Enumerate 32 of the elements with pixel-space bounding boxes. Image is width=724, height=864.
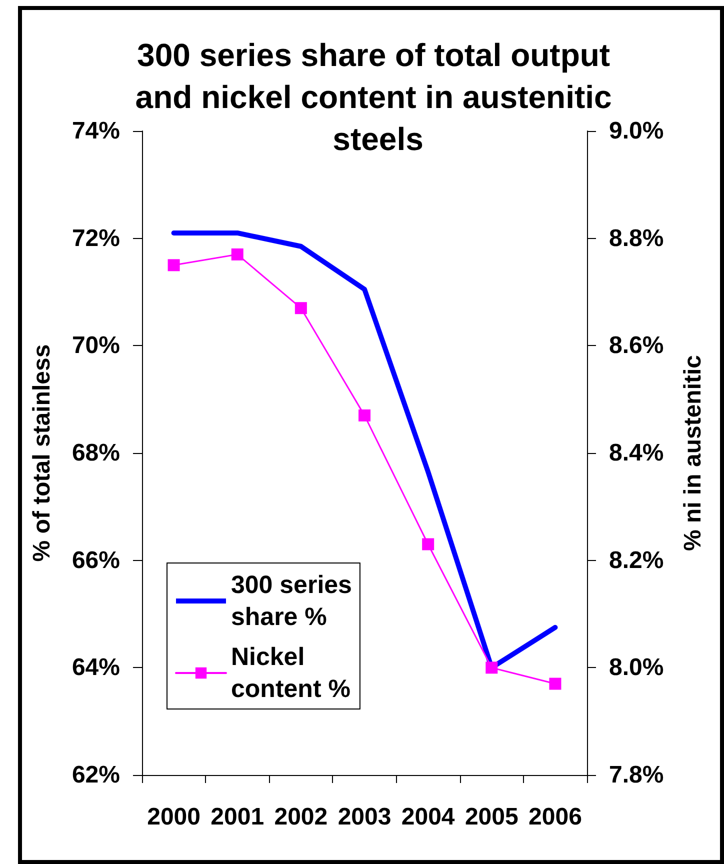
point — [486, 662, 498, 674]
y-tick-label: 68% — [72, 440, 120, 466]
x-tick-label: 2000 — [147, 804, 200, 830]
x-tick-label: 2001 — [210, 804, 264, 830]
point — [294, 302, 307, 314]
y2-tick-label: 8.4% — [609, 440, 664, 466]
x-tick-label: 2006 — [528, 804, 582, 830]
y-tick-label: 66% — [72, 546, 120, 574]
point — [358, 409, 370, 422]
y2-tick-label: 8.2% — [609, 546, 664, 574]
point — [231, 248, 244, 260]
x-tick-label: 2005 — [464, 804, 518, 830]
y-axis-title: % of total stainless — [28, 344, 56, 562]
y-tick-label: 70% — [72, 332, 120, 360]
y2-tick-label: 9.0% — [609, 118, 664, 144]
x-tick-label: 2004 — [401, 804, 456, 830]
point — [168, 259, 180, 272]
y2-tick-label: 8.0% — [609, 654, 664, 682]
y-tick-label: 64% — [72, 654, 120, 682]
point — [422, 538, 434, 550]
y2-tick-label: 7.8% — [609, 762, 664, 788]
y2-axis-title: % ni in austenitic — [680, 354, 706, 552]
y-tick-label: 62% — [72, 762, 120, 788]
x-tick-label: 2003 — [338, 804, 392, 830]
x-tick-label: 2002 — [274, 804, 328, 830]
point — [549, 678, 562, 690]
y2-tick-label: 8.8% — [609, 224, 664, 252]
y-tick-label: 74% — [72, 118, 120, 144]
y-tick-label: 72% — [72, 224, 120, 252]
legend-label: 300 series share % — [231, 571, 352, 631]
y2-tick-label: 8.6% — [609, 332, 664, 360]
legend-label: Nickel content % — [231, 643, 350, 703]
